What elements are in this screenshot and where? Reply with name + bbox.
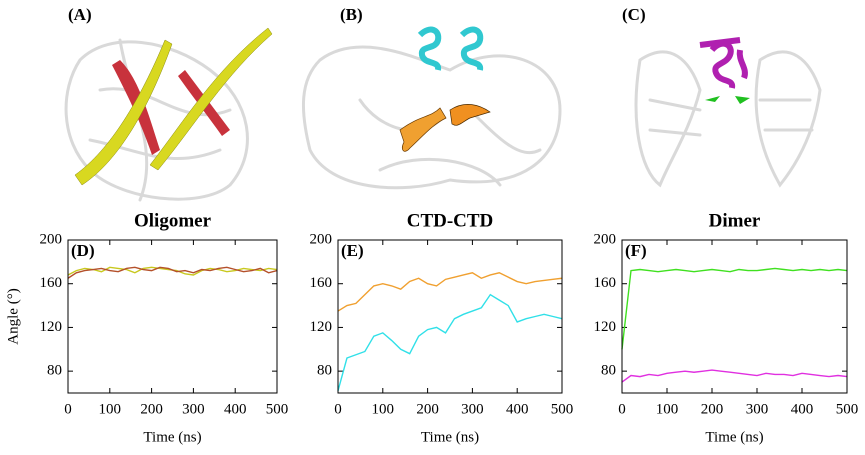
molecule-b: (B) — [301, 5, 562, 190]
y-tick-label: 160 — [40, 275, 63, 291]
y-axis-label: Angle (°) — [5, 288, 21, 344]
x-tick-label: 100 — [372, 401, 395, 417]
data-line — [337, 293, 563, 391]
x-tick-label: 200 — [140, 401, 163, 417]
chart-title: CTD-CTD — [407, 210, 494, 231]
panel-label: (F) — [625, 241, 647, 260]
plot-frame — [337, 239, 563, 394]
y-tick-label: 200 — [40, 231, 63, 247]
plot-frame — [67, 239, 278, 394]
x-axis-label: Time (ns) — [705, 429, 763, 445]
y-tick-label: 80 — [47, 363, 62, 379]
x-tick-label: 300 — [182, 401, 205, 417]
data-line — [621, 267, 848, 350]
panel-label: (E) — [341, 241, 364, 260]
x-tick-label: 500 — [266, 401, 289, 417]
panel-label: (C) — [622, 5, 646, 24]
x-tick-label: 0 — [618, 401, 626, 417]
y-tick-label: 80 — [317, 363, 332, 379]
panel-label: (D) — [71, 241, 95, 260]
y-tick-label: 120 — [594, 319, 617, 335]
y-tick-label: 120 — [40, 319, 63, 335]
data-line — [67, 266, 278, 279]
y-tick-label: 160 — [310, 275, 333, 291]
x-tick-label: 200 — [416, 401, 439, 417]
y-tick-label: 80 — [601, 363, 616, 379]
data-line — [337, 272, 563, 312]
x-tick-label: 100 — [656, 401, 679, 417]
x-tick-label: 500 — [836, 401, 859, 417]
x-tick-label: 300 — [746, 401, 769, 417]
data-line — [621, 369, 848, 383]
panel-label: (A) — [68, 5, 92, 24]
y-tick-label: 200 — [310, 231, 333, 247]
x-axis-label: Time (ns) — [421, 429, 479, 445]
x-tick-label: 300 — [461, 401, 484, 417]
x-axis-label: Time (ns) — [143, 429, 201, 445]
panel-label: (B) — [340, 5, 363, 24]
x-tick-label: 100 — [99, 401, 122, 417]
x-tick-label: 0 — [334, 401, 342, 417]
x-tick-label: 400 — [506, 401, 529, 417]
molecule-a: (A) — [64, 5, 273, 202]
plot-frame — [621, 239, 848, 394]
molecule-c: (C) — [622, 5, 822, 188]
y-tick-label: 120 — [310, 319, 333, 335]
x-tick-label: 0 — [64, 401, 72, 417]
chart-title: Oligomer — [134, 210, 212, 231]
x-tick-label: 200 — [701, 401, 724, 417]
x-tick-label: 400 — [791, 401, 814, 417]
x-tick-label: 500 — [551, 401, 574, 417]
chart-title: Dimer — [709, 210, 761, 231]
x-tick-label: 400 — [224, 401, 247, 417]
y-tick-label: 200 — [594, 231, 617, 247]
y-tick-label: 160 — [594, 275, 617, 291]
